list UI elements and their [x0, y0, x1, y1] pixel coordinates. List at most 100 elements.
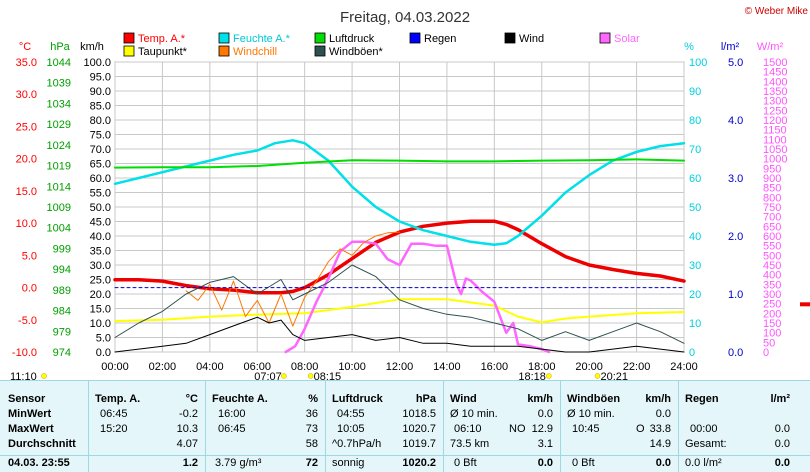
legend-label: Windböen* [329, 46, 384, 58]
min-gust-value: 0.0 [655, 408, 671, 420]
wind-tick-label: 15.0 [90, 304, 111, 316]
max-wind-direction: NO [509, 423, 526, 435]
legend-swatch [504, 32, 516, 44]
copyright-text: © Weber Mike [745, 6, 809, 17]
row-label-average: Durchschnitt [8, 438, 76, 450]
max-temp-time: 15:20 [100, 423, 128, 435]
rain-tick-label: 5.0 [728, 57, 743, 69]
pressure-axis-unit: hPa [50, 41, 70, 53]
solar-tick-label: 150 [763, 318, 781, 330]
min-wind-time: Ø 10 min. [450, 408, 498, 420]
current-wind-bft: 0 Bft [454, 457, 477, 469]
wind-tick-label: 45.0 [90, 217, 111, 229]
wind-tick-label: 20.0 [90, 289, 111, 301]
max-gust-value: 33.8 [649, 423, 671, 435]
wind-tick-label: 35.0 [90, 246, 111, 258]
rain-tick-label: 1.0 [728, 289, 743, 301]
current-pressure-value: 1020.2 [402, 457, 436, 469]
max-rain-value: 0.0 [774, 423, 790, 435]
legend-label: Solar [614, 33, 640, 45]
max-humidity-value: 73 [305, 423, 318, 435]
header-rain-unit: l/m² [770, 393, 790, 405]
solar-tick-label: 250 [763, 299, 781, 311]
humidity-tick-label: 90 [689, 86, 701, 98]
moonset-label: 20:21 [600, 371, 628, 380]
solar-tick-label: 0 [763, 347, 769, 359]
wind-tick-label: 100.0 [83, 57, 111, 69]
wind-tick-label: 85.0 [90, 101, 111, 113]
header-temp: Temp. A. [95, 393, 141, 405]
pressure-tick-label: 994 [53, 264, 71, 276]
max-temp-value: 10.3 [176, 423, 198, 435]
wind-tick-label: 10.0 [90, 318, 111, 330]
wind-tick-label: 5.0 [96, 333, 111, 345]
humidity-tick-label: 70 [689, 144, 701, 156]
x-tick-label: 02:00 [149, 361, 177, 373]
solar-tick-label: 1500 [763, 57, 787, 69]
x-tick-label: 20:00 [575, 361, 603, 373]
max-rain-time: 00:00 [690, 423, 718, 435]
pressure-tick-label: 999 [53, 243, 71, 255]
solar-tick-label: 1000 [763, 154, 787, 166]
max-gust-time: 10:45 [572, 423, 600, 435]
header-pressure-unit: hPa [415, 393, 436, 405]
temp-tick-label: -10.0 [12, 347, 37, 359]
pressure-tick-label: 1004 [47, 223, 71, 235]
max-gust-direction: O [636, 423, 645, 435]
legend: Temp. A.* Feuchte A.* Luftdruck Regen Wind So… [123, 32, 640, 58]
humidity-tick-label: 20 [689, 289, 701, 301]
column-divider [205, 381, 206, 472]
solar-tick-label: 800 [763, 192, 781, 204]
solar-tick-label: 1300 [763, 96, 787, 108]
min-humidity-value: 36 [305, 408, 318, 420]
solar-tick-label: 1100 [763, 134, 787, 146]
series-line-feuchte-a [113, 139, 686, 246]
sunrise-icon [307, 373, 314, 379]
moon-previous-label: 11:10 [10, 371, 37, 380]
temp-tick-label: 10.0 [16, 218, 37, 230]
pressure-tick-label: 1044 [47, 57, 71, 69]
humidity-tick-label: 10 [689, 318, 701, 330]
legend-swatch [314, 32, 326, 44]
legend-label: Feuchte A.* [233, 33, 291, 45]
current-humidity-value: 72 [305, 457, 318, 469]
solar-tick-label: 900 [763, 173, 781, 185]
pressure-tick-label: 1034 [47, 98, 71, 110]
series-line-windchill [185, 231, 400, 327]
pressure-tick-label: 1039 [47, 78, 71, 90]
wind-tick-label: 80.0 [90, 115, 111, 127]
pressure-tick-label: 989 [53, 285, 71, 297]
rain-tick-label: 4.0 [728, 115, 743, 127]
x-tick-label: 16:00 [481, 361, 509, 373]
solar-tick-label: 500 [763, 250, 781, 262]
solar-tick-label: 950 [763, 163, 781, 175]
solar-tick-label: 50 [763, 337, 775, 349]
rain-total-label: Gesamt: [685, 438, 727, 450]
x-tick-label: 00:00 [101, 361, 129, 373]
solar-tick-label: 650 [763, 221, 781, 233]
max-pressure-time: 10:05 [337, 423, 365, 435]
pressure-tick-label: 1014 [47, 181, 71, 193]
x-tick-label: 10:00 [338, 361, 366, 373]
pressure-trend: ^0.7hPa/h [332, 438, 382, 450]
pressure-tick-label: 1009 [47, 202, 71, 214]
x-tick-label: 08:00 [291, 361, 319, 373]
solar-tick-label: 600 [763, 231, 781, 243]
wind-tick-label: 30.0 [90, 260, 111, 272]
solar-tick-label: 200 [763, 308, 781, 320]
wind-axis-unit: km/h [80, 41, 104, 53]
humidity-tick-label: 0 [689, 347, 695, 359]
column-divider [678, 381, 679, 472]
temp-tick-label: 20.0 [16, 154, 37, 166]
rain-tick-label: 0.0 [728, 347, 743, 359]
row-divider [0, 455, 810, 456]
max-humidity-time: 06:45 [218, 423, 246, 435]
humidity-tick-label: 100 [689, 57, 707, 69]
current-date: 04.03. 23:55 [8, 457, 70, 469]
solar-tick-label: 300 [763, 289, 781, 301]
humidity-tick-label: 80 [689, 115, 701, 127]
avg-temp-value: 4.07 [176, 438, 198, 450]
min-pressure-value: 1018.5 [402, 408, 436, 420]
solar-tick-label: 1250 [763, 105, 787, 117]
rain-tick-label: 3.0 [728, 173, 743, 185]
